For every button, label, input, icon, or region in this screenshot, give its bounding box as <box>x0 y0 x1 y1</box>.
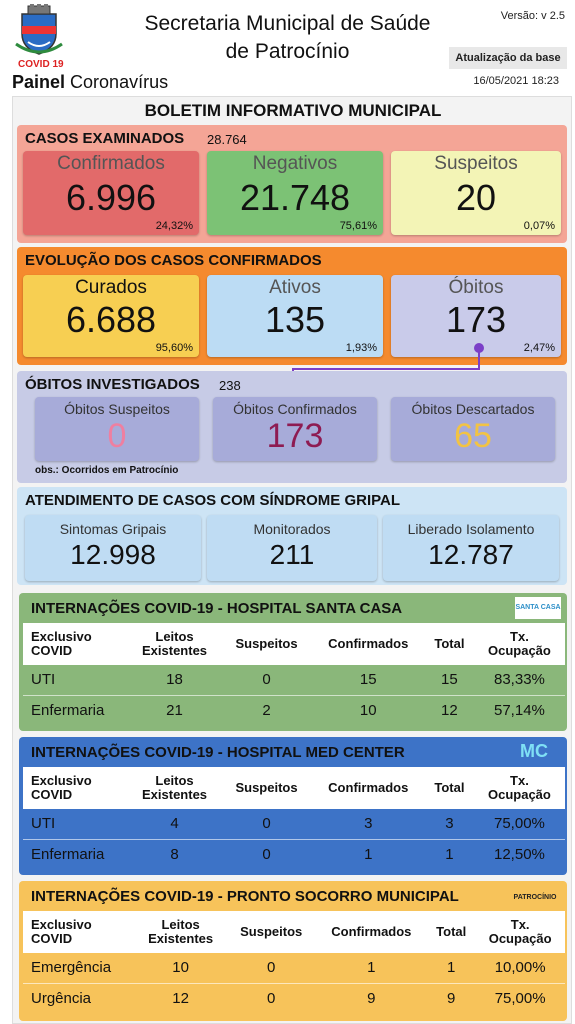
santa-casa-table: Exclusivo COVID Leitos Existentes Suspeito… <box>23 623 565 725</box>
card-sintomas-gripais[interactable]: Sintomas Gripais 12.998 <box>25 515 201 581</box>
report-title: BOLETIM INFORMATIVO MUNICIPAL <box>144 101 442 120</box>
city-crest-icon <box>15 4 63 55</box>
table-row: UTI 18 0 15 15 83,33% <box>23 665 565 695</box>
painel-title: Painel Coronavírus <box>12 72 169 92</box>
card-confirmados[interactable]: Confirmados 6.996 24,32% <box>23 151 199 235</box>
casos-total: 28.764 <box>207 132 247 147</box>
table-header: Exclusivo COVID Leitos Existentes Suspeito… <box>23 911 565 953</box>
card-negativos[interactable]: Negativos 21.748 75,61% <box>207 151 383 235</box>
card-ativos[interactable]: Ativos 135 1,93% <box>207 275 383 357</box>
med-center-section: INTERNAÇÕES COVID-19 - HOSPITAL MED CENT… <box>19 737 567 875</box>
table-row: Emergência 10 0 1 1 10,00% <box>23 953 565 983</box>
card-suspeitos[interactable]: Suspeitos 20 0,07% <box>391 151 561 235</box>
santa-casa-logo: SANTA CASA <box>515 597 561 619</box>
card-liberado-isolamento[interactable]: Liberado Isolamento 12.787 <box>383 515 559 581</box>
med-center-table: Exclusivo COVID Leitos Existentes Suspeito… <box>23 767 565 869</box>
update-date: 16/05/2021 18:23 <box>473 75 559 87</box>
santa-casa-section: INTERNAÇÕES COVID-19 - HOSPITAL SANTA CA… <box>19 593 567 731</box>
card-obitos-suspeitos[interactable]: Óbitos Suspeitos 0 <box>35 397 199 461</box>
covid-label: COVID 19 <box>18 59 64 70</box>
evolucao-section: EVOLUÇÃO DOS CASOS CONFIRMADOS Curados 6… <box>17 247 567 365</box>
patrocinio-logo: PATROCÍNIO <box>513 894 557 901</box>
card-monitorados[interactable]: Monitorados 211 <box>207 515 377 581</box>
version-label: Versão: v 2.5 <box>500 10 565 22</box>
table-row: UTI 4 0 3 3 75,00% <box>23 809 565 839</box>
table-row: Enfermaria 8 0 1 1 12,50% <box>23 838 565 869</box>
obitos-total: 238 <box>219 378 241 393</box>
card-obitos-descartados[interactable]: Óbitos Descartados 65 <box>391 397 555 461</box>
section-title: INTERNAÇÕES COVID-19 - HOSPITAL SANTA CA… <box>31 600 403 617</box>
card-obitos-confirmados[interactable]: Óbitos Confirmados 173 <box>213 397 377 461</box>
section-title: INTERNAÇÕES COVID-19 - PRONTO SOCORRO MU… <box>31 888 459 905</box>
section-title: EVOLUÇÃO DOS CASOS CONFIRMADOS <box>25 252 322 269</box>
table-row: Enfermaria 21 2 10 12 57,14% <box>23 694 565 725</box>
pronto-socorro-table: Exclusivo COVID Leitos Existentes Suspeito… <box>23 911 565 1013</box>
table-header: Exclusivo COVID Leitos Existentes Suspeito… <box>23 623 565 665</box>
obitos-investigados-section: ÓBITOS INVESTIGADOS 238 Óbitos Suspeitos… <box>17 371 567 483</box>
med-center-logo: MC <box>520 741 548 761</box>
card-curados[interactable]: Curados 6.688 95,60% <box>23 275 199 357</box>
table-header: Exclusivo COVID Leitos Existentes Suspeito… <box>23 767 565 809</box>
pronto-socorro-section: INTERNAÇÕES COVID-19 - PRONTO SOCORRO MU… <box>19 881 567 1021</box>
card-obitos[interactable]: Óbitos 173 2,47% <box>391 275 561 357</box>
update-label: Atualização da base <box>449 47 567 69</box>
header: COVID 19 Painel Coronavírus Secretaria M… <box>0 0 575 96</box>
report-panel: BOLETIM INFORMATIVO MUNICIPAL CASOS EXAM… <box>12 96 572 1024</box>
table-row: Urgência 12 0 9 9 75,00% <box>23 982 565 1013</box>
section-title: CASOS EXAMINADOS <box>25 130 185 147</box>
page-title: Secretaria Municipal de Saúde de Patrocí… <box>144 12 431 63</box>
section-title: INTERNAÇÕES COVID-19 - HOSPITAL MED CENT… <box>31 744 405 761</box>
sindrome-gripal-section: ATENDIMENTO DE CASOS COM SÍNDROME GRIPAL… <box>17 487 567 585</box>
obitos-obs: obs.: Ocorridos em Patrocínio <box>35 465 179 476</box>
section-title: ÓBITOS INVESTIGADOS <box>25 376 200 393</box>
section-title: ATENDIMENTO DE CASOS COM SÍNDROME GRIPAL <box>25 492 401 509</box>
casos-examinados-section: CASOS EXAMINADOS 28.764 Confirmados 6.99… <box>17 125 567 243</box>
